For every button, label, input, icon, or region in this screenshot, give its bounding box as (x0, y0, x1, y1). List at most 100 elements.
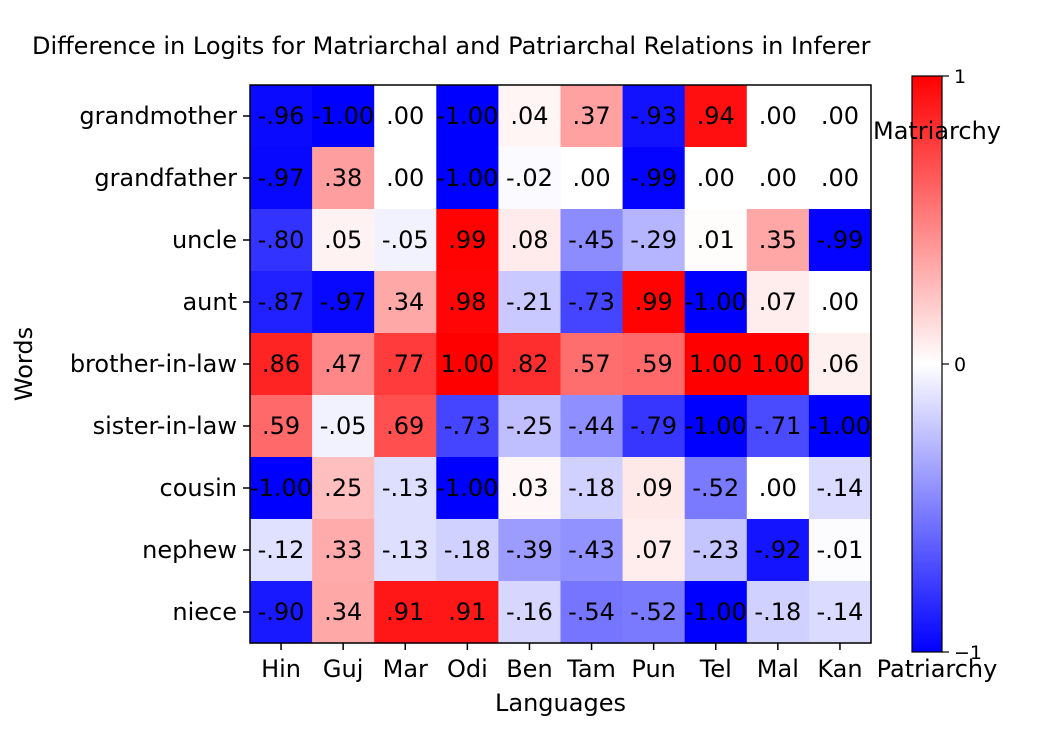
heatmap-cell (436, 457, 499, 520)
heatmap-cell (684, 457, 748, 520)
cell-value-label: .33 (324, 536, 362, 564)
heatmap-cell (808, 581, 872, 644)
heatmap-cell (684, 333, 748, 396)
heatmap-cell (808, 85, 872, 148)
heatmap-cell (498, 395, 562, 458)
cell-value-label: .35 (759, 226, 797, 254)
heatmap-cell (312, 581, 375, 644)
heatmap-cell (746, 333, 810, 396)
heatmap-cell (560, 333, 624, 396)
heatmap-cell (746, 209, 810, 272)
cell-value-label: .00 (821, 288, 859, 316)
cell-value-label: .05 (324, 226, 362, 254)
y-tick-label: sister-in-law (93, 412, 237, 440)
y-axis: grandmother grandfather uncle aunt brother-i… (70, 102, 250, 626)
heatmap-cell (622, 333, 686, 396)
cell-value-label: -.18 (568, 474, 615, 502)
heatmap-cell (808, 519, 872, 582)
y-tick-label: uncle (172, 226, 237, 254)
x-tick-label: Odi (447, 655, 488, 683)
heatmap-cell (250, 85, 313, 148)
heatmap-cell-labels: -.96 -1.00.00 -1.00.04.37 -.93.94.00.00-.97… (250, 102, 871, 626)
heatmap-cell (312, 85, 375, 148)
cell-value-label: .00 (386, 164, 424, 192)
cell-value-label: -.99 (817, 226, 864, 254)
heatmap-cell (498, 581, 562, 644)
x-tick-label: Guj (323, 655, 363, 683)
cell-value-label: .00 (821, 102, 859, 130)
y-tick-label: niece (172, 598, 237, 626)
cell-value-label: -.13 (382, 474, 429, 502)
cell-value-label: -.39 (506, 536, 553, 564)
heatmap-cell (622, 457, 686, 520)
heatmap-cell (560, 519, 624, 582)
heatmap-cell (560, 457, 624, 520)
cell-value-label: -1.00 (809, 412, 871, 440)
heatmap-cell (498, 457, 562, 520)
y-tick-label: nephew (142, 536, 237, 564)
cell-value-label: .08 (510, 226, 548, 254)
cell-value-label: .25 (324, 474, 362, 502)
colorbar-ticks: 1 0 −1 (942, 66, 982, 664)
heatmap-cell (746, 519, 810, 582)
plot-frame (249, 84, 872, 644)
colorbar-tick-label: 1 (954, 66, 966, 88)
colorbar-tick-label: −1 (954, 642, 982, 664)
y-tick-label: grandfather (94, 164, 237, 192)
cell-value-label: .00 (759, 474, 797, 502)
cell-value-label: .07 (635, 536, 673, 564)
cell-value-label: .34 (386, 288, 424, 316)
cell-value-label: .59 (635, 350, 673, 378)
cell-value-label: .94 (697, 102, 735, 130)
cell-value-label: -1.00 (250, 474, 312, 502)
colorbar-tick-label: 0 (954, 354, 966, 376)
cell-value-label: -.14 (817, 474, 864, 502)
heatmap-cell (374, 519, 437, 582)
cell-value-label: .99 (635, 288, 673, 316)
cell-value-label: -.02 (506, 164, 553, 192)
heatmap-cell (374, 395, 437, 458)
cell-value-label: .38 (324, 164, 362, 192)
cell-value-label: -.05 (320, 412, 367, 440)
cell-value-label: -1.00 (436, 164, 498, 192)
heatmap-cell (622, 147, 686, 210)
cell-value-label: -.14 (817, 598, 864, 626)
cell-value-label: -1.00 (436, 474, 498, 502)
heatmap-cells (250, 85, 872, 644)
cell-value-label: -.99 (630, 164, 677, 192)
cell-value-label: .00 (821, 164, 859, 192)
cell-value-label: .34 (324, 598, 362, 626)
heatmap-cell (250, 457, 313, 520)
cell-value-label: -.16 (506, 598, 553, 626)
x-tick-label: Tam (566, 655, 616, 683)
cell-value-label: -.54 (568, 598, 615, 626)
cell-value-label: -1.00 (312, 102, 374, 130)
heatmap-cell (436, 395, 499, 458)
heatmap-cell (436, 581, 499, 644)
cell-value-label: 1.00 (689, 350, 742, 378)
heatmap-cell (374, 457, 437, 520)
heatmap-cell (622, 395, 686, 458)
cell-value-label: .00 (759, 102, 797, 130)
heatmap-cell (622, 271, 686, 334)
cell-value-label: .09 (635, 474, 673, 502)
heatmap-cell (498, 85, 562, 148)
heatmap-cell (312, 147, 375, 210)
heatmap-cell (684, 85, 748, 148)
cell-value-label: -.44 (568, 412, 615, 440)
cell-value-label: -.96 (258, 102, 305, 130)
x-tick-label: Hin (261, 655, 301, 683)
heatmap-cell (684, 147, 748, 210)
heatmap-cell (808, 271, 872, 334)
cell-value-label: -.18 (444, 536, 491, 564)
heatmap-cell (684, 581, 748, 644)
cell-value-label: 1.00 (441, 350, 494, 378)
heatmap-cell (560, 395, 624, 458)
heatmap-cell (436, 85, 499, 148)
cell-value-label: .04 (510, 102, 548, 130)
cell-value-label: -.93 (630, 102, 677, 130)
y-tick-label: cousin (160, 474, 237, 502)
cell-value-label: .00 (759, 164, 797, 192)
heatmap-cell (622, 581, 686, 644)
